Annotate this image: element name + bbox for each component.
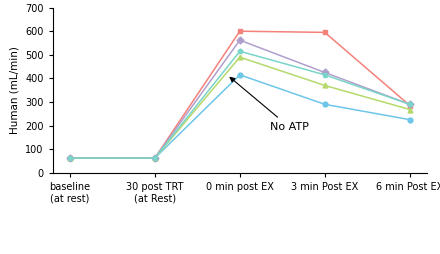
4 [67, 156, 73, 160]
1 [152, 156, 158, 160]
12 [407, 103, 412, 106]
0 [407, 118, 412, 121]
1 [407, 104, 412, 107]
Line: 1: 1 [67, 29, 412, 161]
Y-axis label: Human (mL/min): Human (mL/min) [10, 46, 20, 134]
Line: 12: 12 [67, 49, 412, 161]
Line: 0: 0 [67, 72, 412, 161]
4 [237, 56, 242, 59]
8 [322, 71, 327, 74]
4 [407, 108, 412, 111]
8 [152, 156, 158, 160]
12 [67, 156, 73, 160]
1 [237, 30, 242, 33]
1 [67, 156, 73, 160]
12 [237, 50, 242, 53]
Line: 4: 4 [67, 55, 412, 161]
4 [322, 84, 327, 87]
12 [152, 156, 158, 160]
0 [237, 73, 242, 76]
4 [152, 156, 158, 160]
1 [322, 31, 327, 34]
Text: No ATP: No ATP [230, 77, 308, 132]
8 [407, 103, 412, 106]
8 [67, 156, 73, 160]
Line: 8: 8 [67, 38, 412, 161]
8 [237, 39, 242, 42]
0 [322, 103, 327, 106]
0 [152, 156, 158, 160]
0 [67, 156, 73, 160]
12 [322, 73, 327, 76]
